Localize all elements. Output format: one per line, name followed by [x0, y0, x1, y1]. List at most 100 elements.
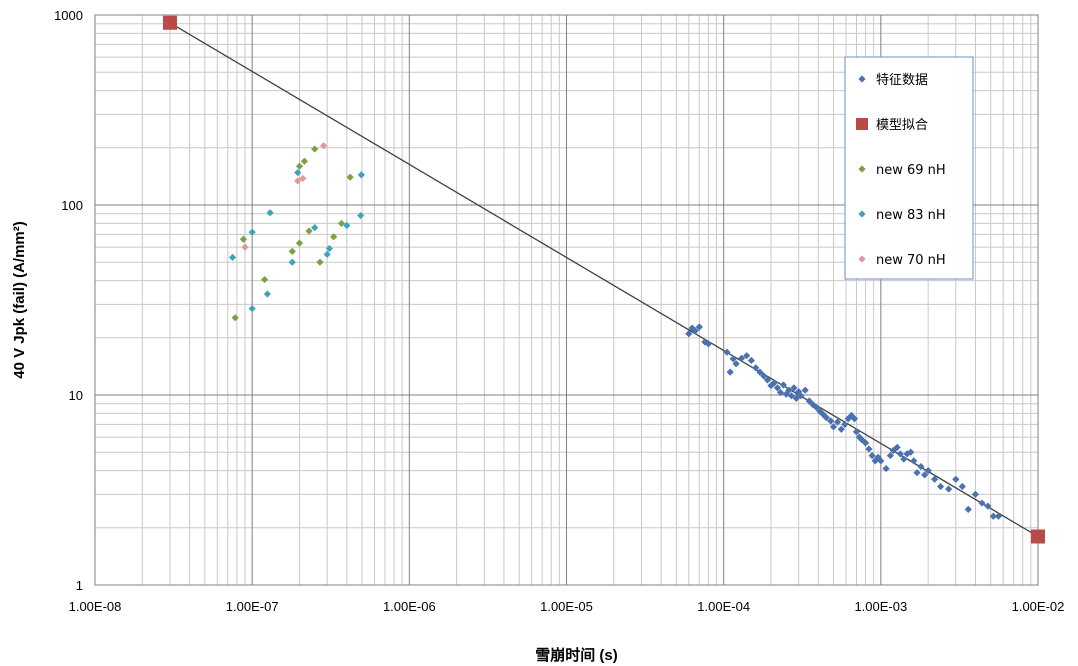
point-series-0: [767, 382, 775, 390]
y-axis-title: 40 V Jpk (fail) (A/mm²): [11, 221, 28, 379]
data-markers: [162, 15, 1045, 544]
point-series-0: [747, 356, 755, 365]
point-series-0: [737, 354, 746, 362]
point-series-0: [805, 397, 813, 405]
point-series-0: [921, 471, 929, 479]
x-axis-title: 雪崩时间 (s): [535, 646, 618, 664]
legend-label: 模型拟合: [876, 118, 928, 133]
point-series-0: [760, 372, 768, 380]
x-tick-label: 1.00E-07: [226, 599, 279, 614]
point-series-0: [978, 499, 986, 507]
point-series-0: [877, 457, 885, 465]
point-series-0: [896, 450, 904, 458]
point-series-0: [862, 439, 870, 447]
legend-marker: [858, 255, 866, 263]
point-series-0: [889, 446, 897, 455]
point-series-2: [300, 157, 309, 165]
point-series-0: [910, 457, 918, 465]
point-series-0: [865, 445, 873, 453]
point-series-0: [994, 512, 1003, 520]
point-series-1: [162, 15, 177, 30]
point-series-0: [752, 364, 760, 372]
point-series-0: [827, 417, 835, 425]
point-series-3: [323, 250, 331, 258]
point-series-2: [295, 239, 304, 247]
legend-marker: [858, 210, 866, 218]
point-series-0: [958, 482, 966, 491]
y-tick-label: 1000: [54, 8, 83, 23]
point-series-0: [701, 338, 709, 346]
point-series-4: [299, 174, 307, 183]
x-tick-label: 1.00E-03: [854, 599, 907, 614]
point-series-3: [357, 171, 365, 179]
point-series-4: [241, 243, 249, 251]
point-series-0: [726, 368, 734, 376]
point-series-2: [231, 314, 239, 322]
point-series-0: [989, 512, 997, 520]
y-tick-label: 1: [76, 578, 83, 593]
point-series-0: [952, 475, 960, 483]
point-series-0: [812, 403, 821, 412]
point-series-0: [822, 414, 830, 422]
point-series-3: [311, 224, 319, 232]
y-tick-labels: 1 10 100 1000: [54, 8, 83, 593]
point-series-0: [917, 462, 925, 471]
plot-border: [94, 14, 1039, 586]
point-series-0: [855, 433, 863, 441]
point-series-0: [797, 392, 805, 400]
legend-label: 特征数据: [876, 73, 928, 88]
point-series-0: [695, 323, 703, 331]
point-series-0: [779, 381, 788, 389]
point-series-0: [685, 330, 693, 338]
point-series-0: [837, 425, 845, 433]
point-series-0: [882, 464, 890, 473]
point-series-0: [858, 436, 866, 444]
legend-label: new 70 nH: [876, 253, 946, 268]
point-series-0: [964, 505, 972, 513]
point-series-4: [320, 142, 328, 150]
point-series-0: [900, 455, 908, 463]
point-series-0: [907, 448, 915, 456]
point-series-0: [936, 482, 945, 491]
point-series-0: [776, 388, 785, 397]
point-series-0: [723, 348, 731, 356]
point-series-0: [924, 467, 932, 475]
point-series-0: [913, 469, 921, 477]
point-series-0: [833, 418, 842, 426]
point-series-0: [729, 355, 737, 363]
point-series-3: [294, 169, 302, 177]
point-series-2: [261, 275, 269, 284]
point-series-3: [263, 290, 271, 298]
point-series-0: [841, 420, 849, 429]
point-series-0: [770, 379, 778, 387]
legend-box: [844, 56, 974, 280]
legend-marker: [858, 165, 866, 173]
point-series-0: [850, 415, 859, 423]
point-series-2: [305, 227, 313, 235]
point-series-3: [228, 253, 237, 261]
point-series-0: [852, 428, 861, 436]
point-series-0: [785, 386, 793, 394]
point-series-3: [343, 221, 351, 230]
x-tick-label: 1.00E-05: [540, 599, 593, 614]
point-series-0: [984, 502, 992, 510]
point-series-3: [266, 209, 274, 217]
legend-marker: [856, 118, 868, 130]
point-series-1: [1031, 529, 1045, 544]
point-series-0: [743, 352, 751, 360]
point-series-3: [248, 228, 256, 236]
legend-marker: [858, 75, 866, 83]
point-series-3: [288, 258, 296, 266]
point-series-0: [971, 490, 980, 498]
point-series-3: [357, 211, 365, 220]
point-series-2: [295, 162, 304, 170]
point-series-0: [792, 394, 800, 402]
point-series-2: [311, 145, 319, 153]
point-series-0: [893, 443, 901, 451]
y-tick-label: 10: [69, 388, 83, 403]
point-series-3: [248, 304, 256, 313]
point-series-2: [239, 235, 248, 243]
point-series-4: [294, 177, 302, 185]
